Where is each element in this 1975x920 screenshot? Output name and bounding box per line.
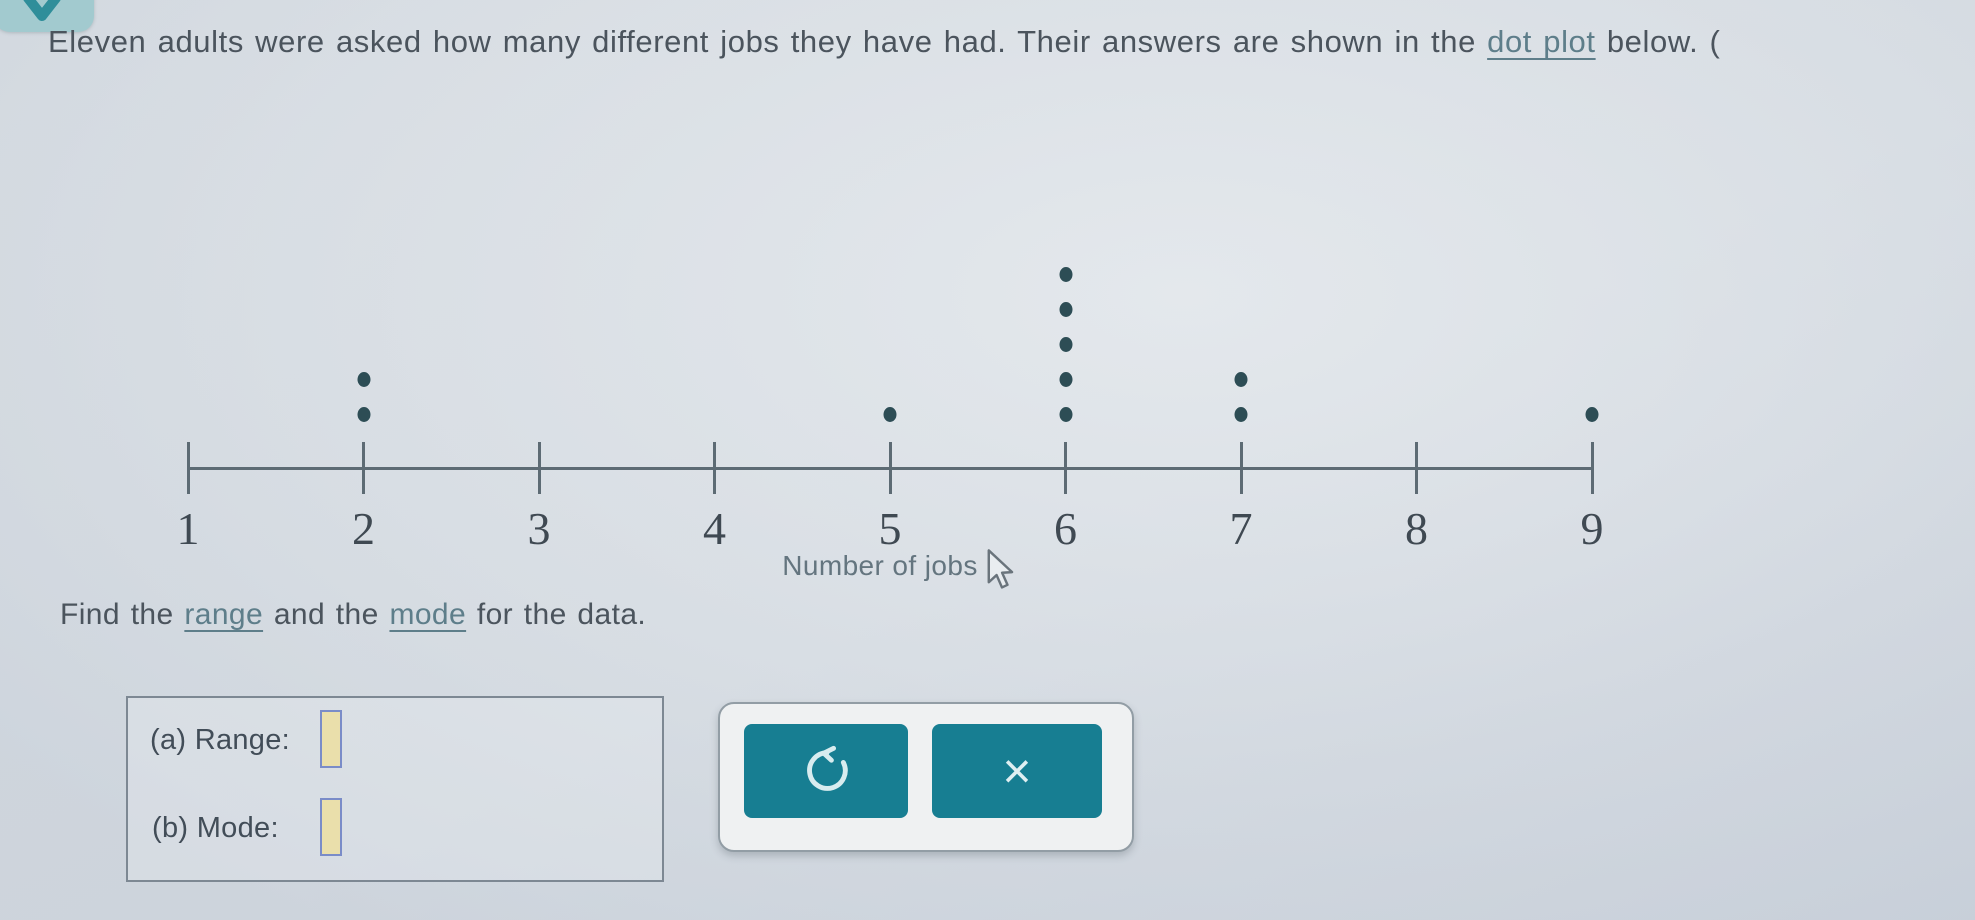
dot xyxy=(1059,266,1072,282)
scroll-down-button[interactable] xyxy=(0,0,94,32)
dot xyxy=(1234,371,1248,387)
answer-panel: (a) Range: (b) Mode: xyxy=(126,696,664,882)
tick-label: 1 xyxy=(176,503,200,554)
tick-mark xyxy=(713,442,716,494)
tick-mark xyxy=(1064,442,1067,494)
dot xyxy=(1234,406,1248,422)
mode-input[interactable] xyxy=(320,798,342,856)
toolbar: × xyxy=(718,702,1134,852)
tick-label: 3 xyxy=(527,503,551,554)
tick-label: 5 xyxy=(878,503,902,554)
tick-label: 6 xyxy=(1054,503,1077,554)
tick-mark xyxy=(362,442,365,494)
range-link[interactable]: range xyxy=(184,598,264,631)
instruction-part: for the data. xyxy=(466,598,647,631)
tick-label: 2 xyxy=(352,503,375,554)
undo-button[interactable] xyxy=(744,724,908,818)
tick-mark xyxy=(186,442,190,494)
tick-label: 8 xyxy=(1405,503,1428,554)
dot xyxy=(1059,406,1072,422)
dot xyxy=(1059,371,1072,387)
dot xyxy=(1059,336,1072,352)
dot xyxy=(357,371,370,387)
dot xyxy=(357,406,370,422)
tick-mark xyxy=(1415,442,1418,494)
dot xyxy=(1585,406,1599,422)
mouse-cursor xyxy=(984,548,1018,597)
question-prefix: Eleven adults were asked how many differ… xyxy=(48,24,1488,59)
instruction-part: and the xyxy=(263,598,390,631)
question-text: Eleven adults were asked how many differ… xyxy=(48,24,1720,60)
tick-mark xyxy=(537,442,541,494)
clear-button[interactable]: × xyxy=(932,724,1102,818)
question-suffix: below. ( xyxy=(1595,24,1721,59)
range-input[interactable] xyxy=(320,710,342,768)
tick-mark xyxy=(1239,442,1243,494)
instruction-text: Find the range and the mode for the data… xyxy=(60,598,646,632)
tick-label: 9 xyxy=(1580,503,1604,554)
tick-label: 4 xyxy=(703,503,726,554)
dot-plot: 1 2 3 4 5 6 7 8 9 xyxy=(130,250,1690,580)
instruction-part: Find the xyxy=(60,598,185,631)
tick-mark xyxy=(888,442,892,494)
mode-label: (b) Mode: xyxy=(152,812,279,844)
dot-plot-link[interactable]: dot plot xyxy=(1487,24,1596,59)
tick-label: 7 xyxy=(1229,503,1253,554)
axis-label: Number of jobs xyxy=(782,550,978,581)
dot xyxy=(883,406,897,422)
close-icon: × xyxy=(1002,743,1032,799)
tick-mark xyxy=(1590,442,1594,494)
range-label: (a) Range: xyxy=(150,724,291,756)
dot xyxy=(1059,301,1072,317)
undo-icon xyxy=(800,744,852,799)
mode-link[interactable]: mode xyxy=(389,598,467,631)
